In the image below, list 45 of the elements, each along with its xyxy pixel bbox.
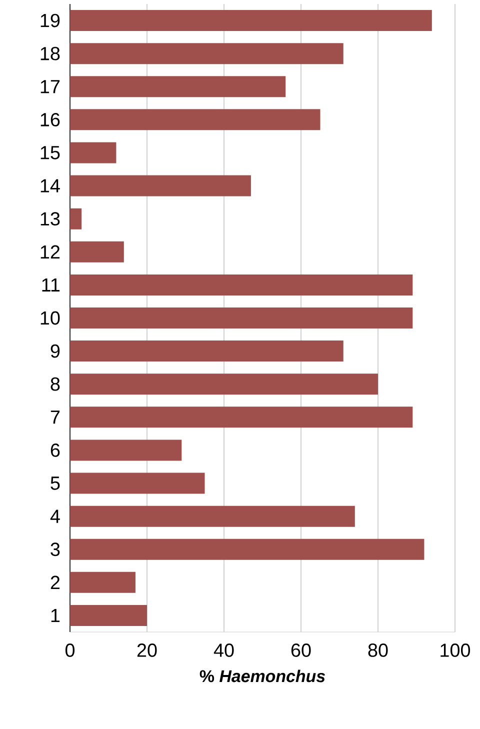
bar — [70, 440, 182, 461]
y-tick-label: 6 — [50, 444, 60, 457]
y-tick-label: 5 — [50, 476, 60, 490]
bar — [70, 572, 136, 593]
y-tick-label: 11 — [42, 278, 60, 292]
y-tick-label: 2 — [50, 576, 60, 590]
bar — [70, 208, 82, 230]
y-tick-label: 4 — [50, 510, 60, 523]
y-tick-label: 7 — [50, 410, 60, 424]
y-tick-label: 18 — [40, 46, 60, 60]
y-tick-label: 17 — [40, 80, 60, 94]
x-tick-label: 60 — [291, 644, 311, 657]
bar — [70, 374, 378, 395]
bar — [70, 604, 147, 626]
bar — [70, 241, 124, 262]
bar — [70, 10, 432, 32]
x-tick-label: 40 — [214, 644, 234, 657]
x-tick-label: 80 — [368, 644, 388, 657]
bar — [70, 307, 413, 328]
y-tick-label: 1 — [51, 608, 60, 622]
bar — [70, 142, 116, 164]
bar — [70, 406, 413, 428]
y-tick-label: 10 — [40, 311, 60, 325]
x-tick-label: 20 — [137, 644, 157, 657]
y-tick-label: 9 — [50, 344, 60, 358]
y-tick-label: 19 — [40, 14, 60, 28]
bar — [70, 538, 424, 560]
bar — [70, 472, 205, 494]
bar — [70, 340, 344, 362]
x-tick-label: 100 — [440, 644, 470, 657]
bar — [70, 274, 413, 296]
bar — [70, 175, 251, 196]
x-axis-title: % Haemonchus — [200, 670, 325, 682]
y-tick-label: 8 — [50, 377, 60, 391]
y-tick-label: 12 — [40, 245, 60, 258]
y-tick-label: 15 — [40, 146, 60, 160]
bar — [70, 43, 344, 64]
x-tick-label: 0 — [65, 644, 75, 657]
y-tick-label: 16 — [40, 112, 60, 126]
bar — [70, 506, 355, 527]
y-tick-label: 14 — [40, 179, 60, 192]
bar — [70, 76, 286, 98]
bar — [70, 109, 320, 130]
y-tick-label: 3 — [50, 542, 60, 556]
y-tick-label: 13 — [40, 212, 60, 226]
